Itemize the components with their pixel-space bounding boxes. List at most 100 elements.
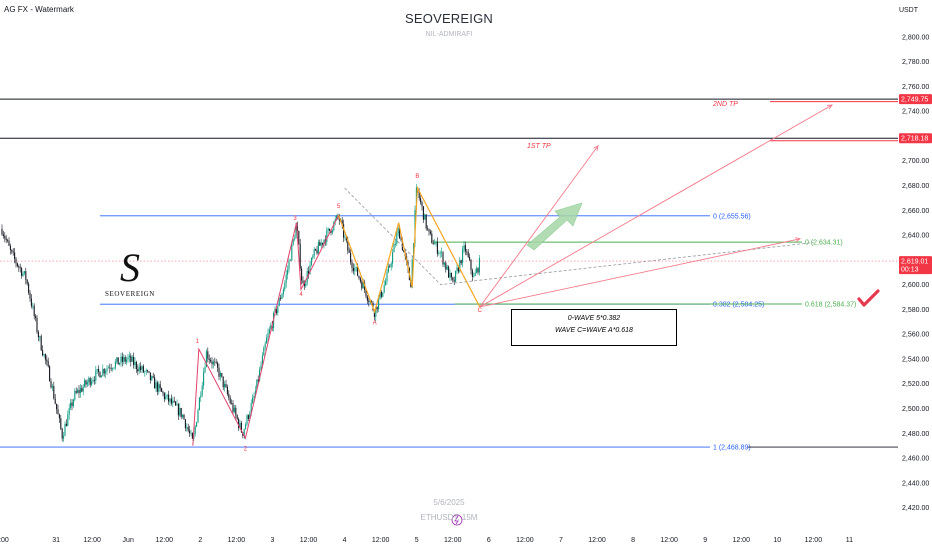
candle[interactable] xyxy=(50,378,52,389)
candle[interactable] xyxy=(473,272,475,278)
candle[interactable] xyxy=(319,239,321,246)
candle[interactable] xyxy=(127,354,129,364)
candle[interactable] xyxy=(455,270,457,283)
wave-12345-line[interactable] xyxy=(192,215,340,446)
candle[interactable] xyxy=(149,372,151,384)
candle[interactable] xyxy=(245,422,247,430)
candle[interactable] xyxy=(478,255,480,276)
candle[interactable] xyxy=(154,374,156,389)
candle[interactable] xyxy=(44,353,46,365)
candle[interactable] xyxy=(421,200,423,211)
candle[interactable] xyxy=(133,352,135,369)
candle[interactable] xyxy=(53,381,55,400)
candle[interactable] xyxy=(189,425,191,438)
candle[interactable] xyxy=(448,265,450,278)
candle[interactable] xyxy=(453,276,455,285)
candle[interactable] xyxy=(386,268,388,285)
candle[interactable] xyxy=(130,353,132,367)
candle[interactable] xyxy=(294,234,296,242)
candle[interactable] xyxy=(390,261,392,271)
candle[interactable] xyxy=(226,384,228,396)
candle[interactable] xyxy=(196,421,198,428)
candle[interactable] xyxy=(79,383,81,398)
candle[interactable] xyxy=(280,294,282,301)
candle[interactable] xyxy=(119,362,121,366)
candle[interactable] xyxy=(434,238,436,245)
candle[interactable] xyxy=(61,427,63,442)
candle[interactable] xyxy=(4,232,6,243)
candle[interactable] xyxy=(470,259,472,275)
candle[interactable] xyxy=(441,247,443,257)
candle[interactable] xyxy=(464,241,466,256)
candle[interactable] xyxy=(64,421,66,436)
price-badge[interactable]: 2,749.75 xyxy=(899,94,932,105)
candle[interactable] xyxy=(93,376,95,385)
candle[interactable] xyxy=(134,357,136,370)
candle[interactable] xyxy=(387,262,389,274)
candle[interactable] xyxy=(99,371,101,378)
candle[interactable] xyxy=(163,392,165,403)
candle[interactable] xyxy=(298,230,300,245)
candle[interactable] xyxy=(312,254,314,261)
candle[interactable] xyxy=(182,414,184,419)
candle[interactable] xyxy=(291,244,293,262)
candle[interactable] xyxy=(204,362,206,374)
candle[interactable] xyxy=(396,229,398,247)
candle[interactable] xyxy=(266,334,268,344)
candle[interactable] xyxy=(46,355,48,366)
candle[interactable] xyxy=(162,390,164,397)
candle[interactable] xyxy=(72,398,74,408)
candle[interactable] xyxy=(37,330,39,342)
candle[interactable] xyxy=(424,213,426,220)
candle[interactable] xyxy=(100,375,102,378)
candle[interactable] xyxy=(96,368,98,375)
target-projection-line[interactable] xyxy=(479,238,801,308)
candle[interactable] xyxy=(365,289,367,299)
candle[interactable] xyxy=(144,370,146,377)
candle[interactable] xyxy=(84,377,86,388)
candle[interactable] xyxy=(427,225,429,231)
candle[interactable] xyxy=(26,278,28,286)
candle[interactable] xyxy=(137,364,139,376)
candle[interactable] xyxy=(442,250,444,267)
candle[interactable] xyxy=(107,365,109,369)
candle[interactable] xyxy=(207,347,209,363)
candle[interactable] xyxy=(326,227,328,246)
candle[interactable] xyxy=(211,357,213,369)
candle[interactable] xyxy=(131,355,133,363)
candle[interactable] xyxy=(9,243,11,255)
candle[interactable] xyxy=(91,377,93,387)
candle[interactable] xyxy=(467,248,469,258)
candle[interactable] xyxy=(329,228,331,232)
candle[interactable] xyxy=(471,268,473,282)
candle[interactable] xyxy=(477,267,479,275)
candle[interactable] xyxy=(35,314,37,322)
candle[interactable] xyxy=(382,292,384,298)
candle[interactable] xyxy=(228,390,230,401)
candle[interactable] xyxy=(43,353,45,358)
candle[interactable] xyxy=(302,276,304,284)
candle[interactable] xyxy=(267,328,269,342)
candle[interactable] xyxy=(456,263,458,274)
candle[interactable] xyxy=(243,428,245,440)
candle[interactable] xyxy=(422,206,424,224)
candle[interactable] xyxy=(145,368,147,376)
candle[interactable] xyxy=(86,379,88,387)
candle[interactable] xyxy=(341,216,343,229)
candle[interactable] xyxy=(141,364,143,374)
candle[interactable] xyxy=(445,260,447,273)
candle[interactable] xyxy=(443,262,445,268)
candle[interactable] xyxy=(113,367,115,370)
candle[interactable] xyxy=(348,247,350,253)
candle[interactable] xyxy=(169,398,171,407)
candle[interactable] xyxy=(116,356,118,364)
candle[interactable] xyxy=(282,287,284,298)
candle[interactable] xyxy=(310,257,312,267)
candle[interactable] xyxy=(114,358,116,370)
candle[interactable] xyxy=(236,414,238,421)
candle[interactable] xyxy=(459,256,461,273)
candle[interactable] xyxy=(217,361,219,373)
candle[interactable] xyxy=(16,262,18,268)
candle[interactable] xyxy=(71,399,73,411)
